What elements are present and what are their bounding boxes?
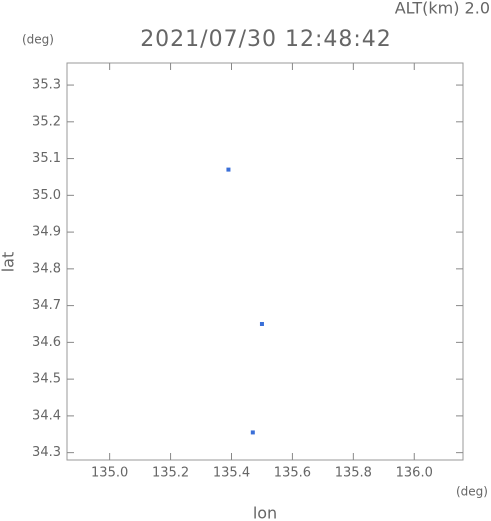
y-tick-label: 34.6: [32, 335, 61, 350]
chart-title: 2021/07/30 12:48:42: [140, 27, 392, 52]
point: [250, 430, 255, 435]
point: [226, 167, 231, 172]
y-tick-label: 35.1: [32, 151, 61, 166]
x-tick-label: 135.0: [91, 466, 128, 481]
x-tick-label: 136.0: [396, 466, 433, 481]
y-tick-label: 35.3: [32, 78, 61, 93]
y-tick-label: 35.2: [32, 114, 61, 129]
y-tick-label: 35.0: [32, 188, 61, 203]
annotation: ALT(km) 2.0: [395, 0, 490, 18]
x-tick-label: 135.2: [152, 466, 189, 481]
x-tick-label: 135.8: [335, 466, 372, 481]
y-tick-label: 34.5: [32, 372, 61, 387]
y-tick-label: 34.8: [32, 261, 61, 276]
plot-frame: [66, 62, 464, 461]
y-tick-label: 34.3: [32, 445, 61, 460]
y-tick-label: 34.7: [32, 298, 61, 313]
y-unit: (deg): [22, 33, 54, 47]
y-axis-label: lat: [0, 252, 18, 273]
point: [259, 321, 264, 326]
x-tick-label: 135.6: [274, 466, 311, 481]
x-tick-label: 135.4: [213, 466, 250, 481]
y-tick-label: 34.4: [32, 408, 61, 423]
x-unit: (deg): [456, 485, 488, 499]
y-tick-label: 34.9: [32, 225, 61, 240]
x-axis-label: lon: [253, 504, 277, 521]
